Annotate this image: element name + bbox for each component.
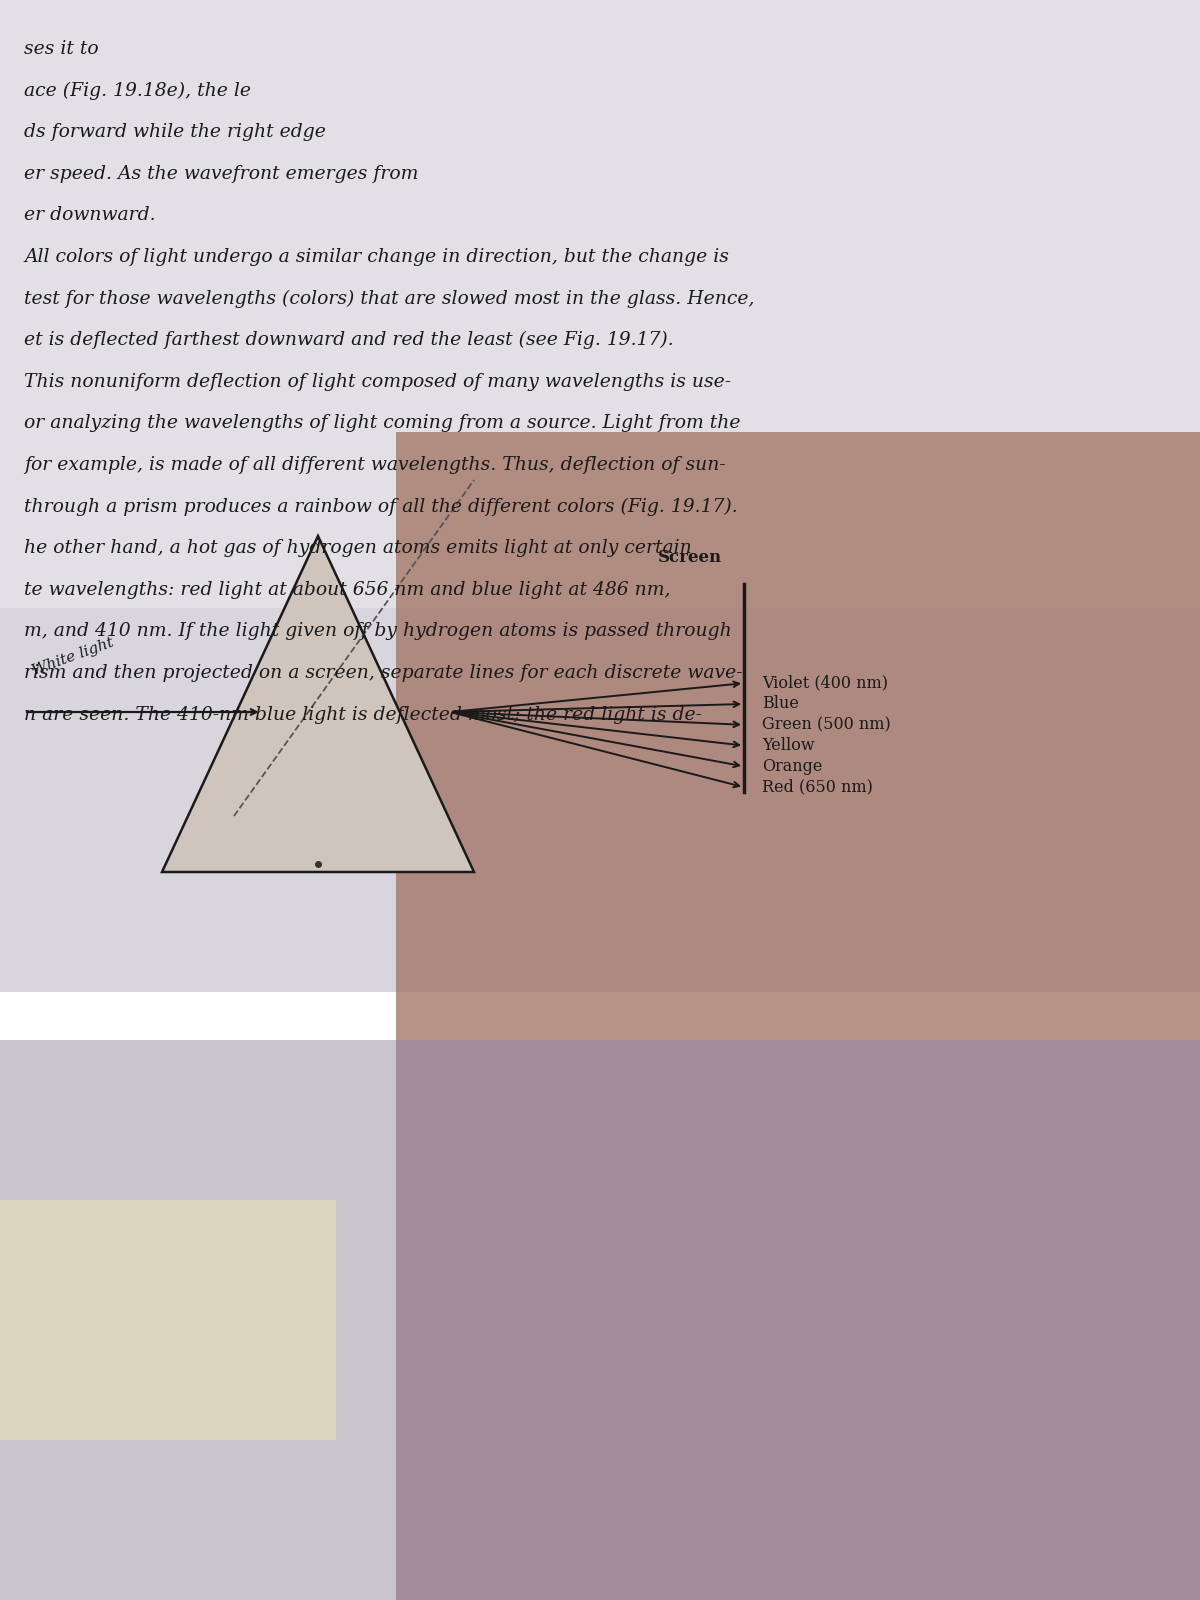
Text: Violet (400 nm): Violet (400 nm) [762,675,888,691]
Text: te wavelengths: red light at about 656 nm and blue light at 486 nm,: te wavelengths: red light at about 656 n… [24,581,671,598]
Bar [0,0,1200,608]
Text: Green (500 nm): Green (500 nm) [762,717,890,733]
Text: n are seen. The 410-nm blue light is deflected most; the red light is de-: n are seen. The 410-nm blue light is def… [24,706,702,723]
Text: test for those wavelengths (colors) that are slowed most in the glass. Hence,: test for those wavelengths (colors) that… [24,290,755,307]
Text: Red (650 nm): Red (650 nm) [762,779,872,795]
Bar [0,1040,396,1600]
Bar [396,1040,1200,1600]
Text: White light: White light [30,635,115,678]
Polygon shape [162,536,474,872]
Text: Yellow: Yellow [762,738,815,754]
Text: rism and then projected on a screen, separate lines for each discrete wave-: rism and then projected on a screen, sep… [24,664,743,682]
Text: ds forward while the right edge: ds forward while the right edge [24,123,326,141]
Text: ace (Fig. 19.18e), the le: ace (Fig. 19.18e), the le [24,82,251,99]
Text: he other hand, a hot gas of hydrogen atoms emits light at only certain: he other hand, a hot gas of hydrogen ato… [24,539,691,557]
Text: Orange: Orange [762,758,822,774]
Text: This nonuniform deflection of light composed of many wavelengths is use-: This nonuniform deflection of light comp… [24,373,731,390]
Text: m, and 410 nm. If the light given off by hydrogen atoms is passed through: m, and 410 nm. If the light given off by… [24,622,732,640]
Text: ses it to: ses it to [24,40,98,58]
Text: or analyzing the wavelengths of light coming from a source. Light from the: or analyzing the wavelengths of light co… [24,414,740,432]
Text: et is deflected farthest downward and red the least (see Fig. 19.17).: et is deflected farthest downward and re… [24,331,673,349]
Text: Blue: Blue [762,696,799,712]
Text: through a prism produces a rainbow of all the different colors (Fig. 19.17).: through a prism produces a rainbow of al… [24,498,738,515]
Bar [396,432,1200,1040]
Text: Screen: Screen [658,549,722,566]
Text: er speed. As the wavefront emerges from: er speed. As the wavefront emerges from [24,165,419,182]
Bar [0,0,1200,992]
Text: er downward.: er downward. [24,206,156,224]
Bar [0,1200,336,1440]
Text: All colors of light undergo a similar change in direction, but the change is: All colors of light undergo a similar ch… [24,248,728,266]
Text: for example, is made of all different wavelengths. Thus, deflection of sun-: for example, is made of all different wa… [24,456,726,474]
